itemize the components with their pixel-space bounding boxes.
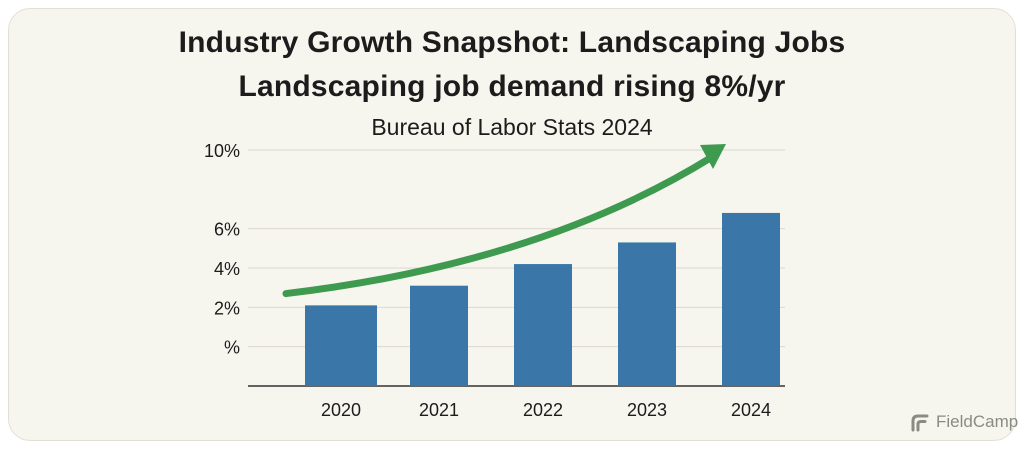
x-tick-label: 2023 (627, 400, 667, 420)
y-tick-label: 6% (214, 220, 240, 240)
trend-arrow-line (282, 153, 716, 298)
x-tick-label: 2020 (321, 400, 361, 420)
y-tick-label: 10% (204, 141, 240, 161)
bar (410, 285, 468, 386)
x-tick-label: 2022 (523, 400, 563, 420)
chart-source: Bureau of Labor Stats 2024 (371, 114, 653, 140)
fieldcamp-logo-icon (911, 414, 929, 432)
bar (722, 212, 780, 386)
y-tick-label: 2% (214, 298, 240, 318)
x-tick-label: 2024 (731, 400, 771, 420)
chart-card (8, 8, 1016, 441)
brand-name: FieldCamp (936, 412, 1019, 431)
y-tick-label: % (224, 338, 240, 358)
brand-watermark: FieldCamp (910, 412, 1018, 432)
bar (514, 264, 572, 386)
y-tick-label: 4% (214, 259, 240, 279)
x-tick-label: 2021 (419, 400, 459, 420)
chart-title: Industry Growth Snapshot: Landscaping Jo… (178, 26, 846, 59)
chart-subtitle: Landscaping job demand rising 8%/yr (238, 70, 786, 103)
bar (618, 242, 676, 386)
trend-arrow-head (700, 144, 726, 169)
bar (305, 305, 377, 386)
